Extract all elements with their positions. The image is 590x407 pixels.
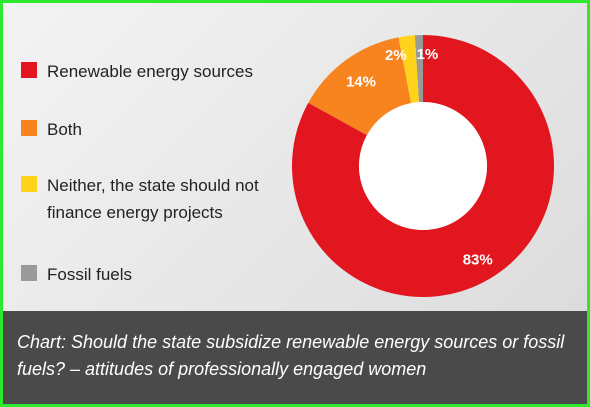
legend-label-renewable: Renewable energy sources [47, 62, 254, 81]
legend-swatch-fossil [21, 265, 37, 281]
legend-item-neither: Neither, the state should not finance en… [21, 172, 287, 226]
slice-both [308, 37, 412, 136]
legend-swatch-both [21, 120, 37, 136]
data-label-neither: 2% [385, 47, 407, 64]
legend-item-fossil: Fossil fuels [21, 261, 287, 288]
legend-label-fossil: Fossil fuels [47, 265, 133, 284]
data-label-fossil: 1% [417, 46, 439, 63]
legend-swatch-neither [21, 176, 37, 192]
data-label-renewable: 83% [463, 252, 493, 269]
legend-swatch-renewable [21, 62, 37, 78]
legend-label-both: Both [47, 120, 82, 139]
data-label-both: 14% [346, 74, 376, 91]
donut-chart: 83% 14% 2% 1% [291, 35, 554, 297]
donut-hole [359, 102, 487, 230]
legend-item-both: Both [21, 116, 287, 143]
legend-label-neither: Neither, the state should not finance en… [47, 176, 259, 222]
slice-neither [398, 35, 419, 104]
slice-fossil [414, 35, 423, 103]
chart-panel: Renewable energy sources Both Neither, t… [3, 3, 587, 311]
chart-title: Chart: Should the state subsidize renewa… [3, 311, 587, 404]
legend-item-renewable: Renewable energy sources [21, 58, 287, 85]
slice-renewable [291, 35, 554, 297]
